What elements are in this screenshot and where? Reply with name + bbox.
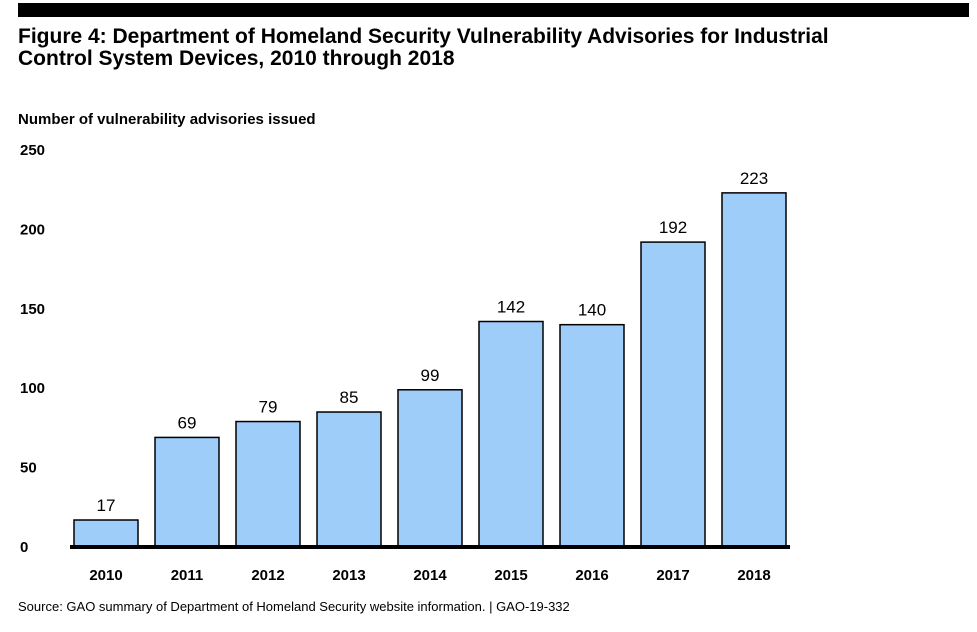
y-tick-label: 50 [20,460,37,477]
figure-title-line-1: Figure 4: Department of Homeland Securit… [18,25,829,48]
bar-2011 [154,436,220,548]
data-label-2014: 99 [421,366,440,385]
y-tick-label: 200 [20,221,45,238]
x-tick-label-2010: 2010 [89,567,122,584]
figure-title: Figure 4: Department of Homeland Securit… [18,26,968,70]
bar-2018 [721,192,787,548]
data-label-2018: 223 [740,169,768,188]
figure-title-line-2: Control System Devices, 2010 through 201… [18,47,455,70]
y-tick-label: 0 [20,539,28,556]
data-label-2016: 140 [578,301,606,320]
x-tick-label-2015: 2015 [494,567,527,584]
bar-2010 [73,519,139,548]
bar-2017 [640,241,706,548]
data-label-2012: 79 [259,398,278,417]
bar-2014 [397,389,463,548]
bar-2016 [559,323,625,548]
x-tick-label-2016: 2016 [575,567,608,584]
source-note: Source: GAO summary of Department of Hom… [18,599,570,614]
bar-2012 [235,420,301,548]
y-axis-title: Number of vulnerability advisories issue… [18,111,316,128]
x-tick-label-2013: 2013 [332,567,365,584]
top-rule [18,3,969,17]
data-label-2013: 85 [340,388,359,407]
x-tick-label-2012: 2012 [251,567,284,584]
data-label-2010: 17 [97,496,116,515]
y-tick-label: 250 [20,142,45,159]
x-tick-label-2011: 2011 [171,567,204,584]
data-label-2015: 142 [497,298,525,317]
data-label-2017: 192 [659,218,687,237]
x-tick-label-2017: 2017 [656,567,689,584]
y-tick-label: 100 [20,380,45,397]
x-tick-label-2014: 2014 [413,567,447,584]
bar-2015 [478,320,544,548]
x-tick-label-2018: 2018 [737,567,770,584]
bar-2013 [316,411,382,548]
y-tick-label: 150 [20,301,45,318]
data-label-2011: 69 [178,413,197,432]
